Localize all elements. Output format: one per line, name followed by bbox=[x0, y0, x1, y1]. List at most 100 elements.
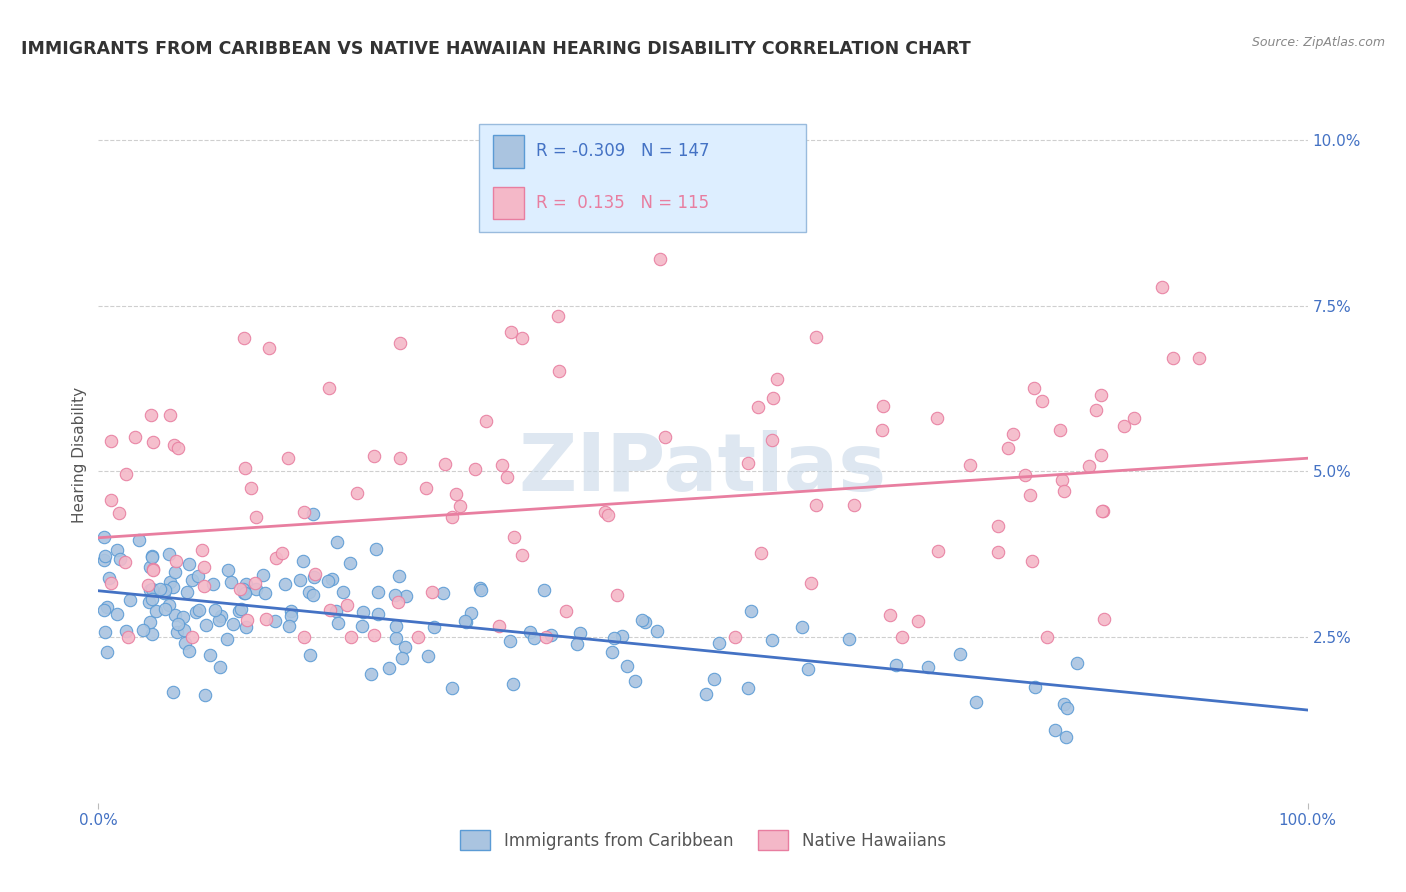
Point bbox=[177, 557, 200, 571]
Point bbox=[117, 630, 139, 644]
Point bbox=[108, 507, 131, 521]
Point bbox=[163, 438, 186, 452]
Point bbox=[1022, 381, 1045, 395]
Point bbox=[510, 331, 533, 345]
Point bbox=[1053, 697, 1076, 711]
Point bbox=[616, 658, 638, 673]
Y-axis label: Hearing Disability: Hearing Disability bbox=[72, 387, 87, 523]
Point bbox=[94, 625, 117, 640]
Point bbox=[1091, 504, 1114, 518]
Point bbox=[454, 614, 477, 628]
Point bbox=[179, 644, 201, 658]
Point bbox=[488, 618, 510, 632]
Point bbox=[153, 582, 176, 597]
Point bbox=[124, 429, 146, 443]
Point bbox=[278, 618, 301, 632]
Point bbox=[141, 561, 163, 575]
Point bbox=[1114, 418, 1136, 433]
Point bbox=[1091, 504, 1114, 518]
Point bbox=[141, 591, 163, 606]
Point bbox=[229, 602, 252, 616]
Point bbox=[201, 577, 224, 591]
Point bbox=[232, 331, 254, 345]
Point bbox=[93, 530, 115, 544]
Point bbox=[253, 586, 276, 600]
Point bbox=[695, 687, 717, 701]
Point bbox=[804, 498, 827, 512]
Point bbox=[336, 598, 359, 612]
Point bbox=[159, 409, 181, 423]
Point bbox=[1054, 730, 1077, 744]
Point bbox=[239, 481, 262, 495]
Point bbox=[141, 582, 163, 597]
Point bbox=[654, 430, 676, 444]
Point bbox=[842, 498, 865, 512]
Point bbox=[395, 589, 418, 603]
Point bbox=[1021, 553, 1043, 567]
Point bbox=[301, 507, 323, 521]
Point bbox=[645, 624, 668, 639]
Point bbox=[316, 574, 339, 588]
Point bbox=[321, 572, 343, 586]
Point bbox=[491, 458, 513, 472]
Point bbox=[163, 565, 186, 579]
Point bbox=[198, 648, 221, 662]
Point bbox=[163, 608, 186, 623]
Text: R = -0.309   N = 147: R = -0.309 N = 147 bbox=[536, 143, 709, 161]
Point bbox=[565, 637, 588, 651]
Point bbox=[648, 252, 671, 266]
Point bbox=[1163, 351, 1185, 365]
Point bbox=[806, 330, 828, 344]
Point bbox=[181, 573, 204, 587]
Point bbox=[737, 456, 759, 470]
Point bbox=[173, 623, 195, 637]
Point bbox=[927, 543, 949, 558]
Point bbox=[1188, 351, 1211, 366]
Point bbox=[298, 648, 321, 663]
Point bbox=[879, 607, 901, 622]
Point bbox=[965, 695, 987, 709]
Point bbox=[1090, 448, 1112, 462]
Point bbox=[257, 341, 280, 355]
Point bbox=[762, 392, 785, 406]
Point bbox=[176, 585, 198, 599]
Point bbox=[340, 630, 363, 644]
Point bbox=[254, 612, 277, 626]
Point bbox=[389, 451, 412, 466]
Point bbox=[709, 636, 731, 650]
Point bbox=[302, 570, 325, 584]
Point bbox=[228, 605, 250, 619]
Legend: Immigrants from Caribbean, Native Hawaiians: Immigrants from Caribbean, Native Hawaii… bbox=[454, 823, 952, 857]
Point bbox=[96, 600, 118, 615]
Point bbox=[385, 631, 408, 645]
Point bbox=[907, 614, 929, 628]
Point bbox=[277, 450, 299, 465]
Point bbox=[384, 619, 406, 633]
Point bbox=[949, 647, 972, 661]
Point bbox=[138, 615, 160, 630]
Point bbox=[387, 595, 409, 609]
Point bbox=[139, 409, 162, 423]
Point bbox=[193, 560, 215, 574]
Point bbox=[105, 607, 128, 621]
Point bbox=[159, 575, 181, 590]
Point bbox=[600, 645, 623, 659]
Point bbox=[367, 607, 389, 622]
Point bbox=[280, 608, 302, 623]
Point bbox=[797, 662, 820, 676]
Point bbox=[217, 562, 239, 576]
Point bbox=[540, 628, 562, 642]
Point bbox=[1056, 700, 1078, 714]
Point bbox=[761, 433, 783, 447]
Point bbox=[319, 603, 342, 617]
Point bbox=[454, 615, 477, 630]
Point bbox=[388, 335, 411, 350]
Point bbox=[350, 619, 373, 633]
Point bbox=[165, 554, 187, 568]
Point bbox=[1078, 459, 1101, 474]
Point bbox=[209, 609, 232, 624]
Point bbox=[917, 659, 939, 673]
Point bbox=[166, 617, 188, 632]
Point bbox=[280, 603, 302, 617]
Point bbox=[363, 628, 385, 642]
